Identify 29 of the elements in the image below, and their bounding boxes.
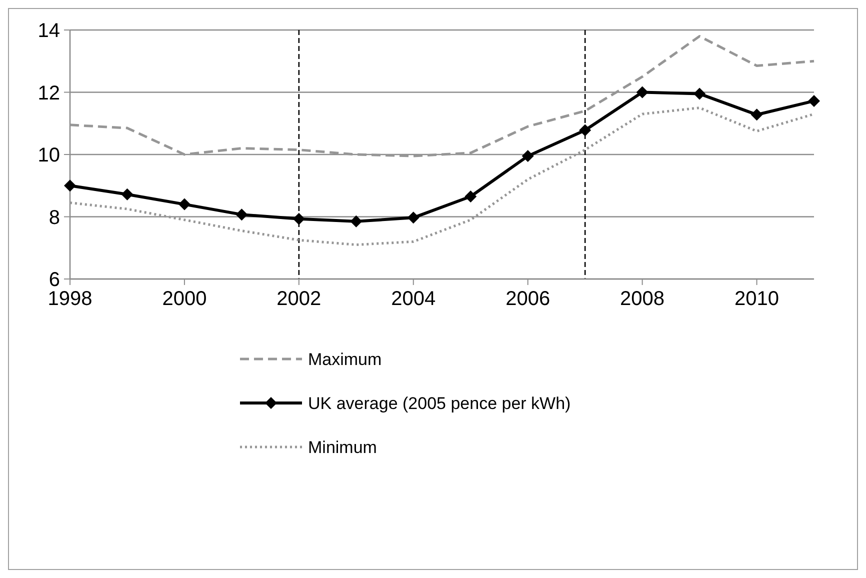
x-tick-label: 2010 [734, 288, 780, 310]
y-tick-label: 14 [38, 20, 60, 42]
point [750, 108, 763, 121]
y-tick-label: 8 [48, 206, 60, 229]
point [808, 94, 820, 107]
legend-label: UK average (2005 pence per kWh) [308, 394, 571, 413]
point [694, 88, 706, 100]
x-tick-label: 2000 [162, 288, 207, 310]
x-tick-label: 1998 [48, 288, 92, 310]
x-tick-label: 2006 [506, 288, 550, 310]
point [407, 212, 420, 224]
point [121, 188, 134, 200]
point [350, 215, 362, 228]
y-tick-label: 10 [38, 144, 60, 166]
point [178, 198, 190, 210]
y-tick-label: 6 [48, 269, 60, 291]
point [579, 124, 592, 136]
legend-label: Minimum [308, 438, 377, 457]
point [292, 212, 305, 225]
point [636, 86, 648, 98]
point [522, 150, 534, 162]
point [236, 208, 248, 221]
x-tick-label: 2004 [391, 288, 436, 310]
legend-label: Maximum [308, 350, 382, 369]
y-tick-label: 12 [38, 82, 60, 104]
x-tick-label: 2008 [620, 288, 665, 310]
point [64, 180, 76, 192]
point [464, 190, 477, 203]
x-tick-label: 2002 [276, 288, 322, 310]
